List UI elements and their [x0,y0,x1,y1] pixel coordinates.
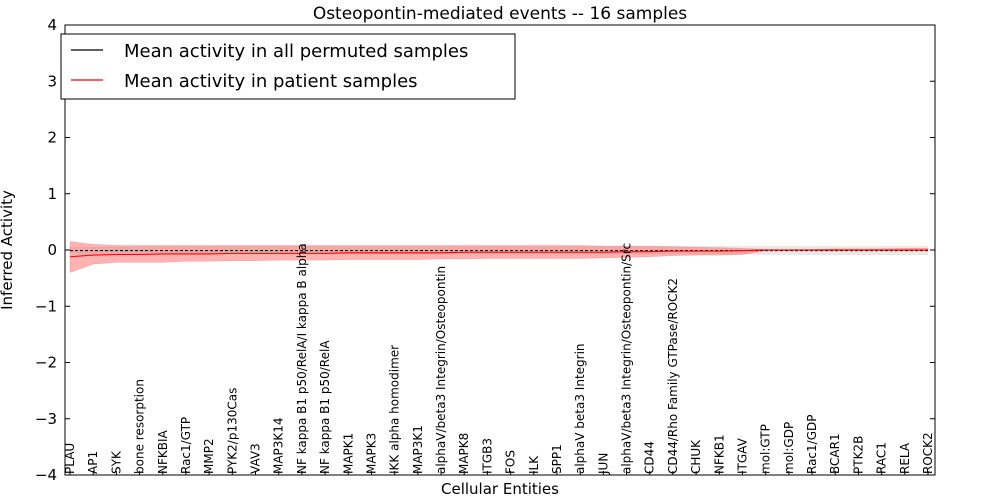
chart-title: Osteopontin-mediated events -- 16 sample… [313,4,687,24]
x-tick-label: IKK alpha homodimer [388,345,402,474]
x-tick-label: CD44/Rho Family GTPase/ROCK2 [666,278,680,474]
y-tick-label: 3 [47,72,57,90]
y-tick-label: −3 [35,410,57,428]
x-tick-label: BCAR1 [828,433,842,474]
y-tick-label: 1 [47,185,57,203]
x-tick-label: mol:GTP [759,424,773,474]
x-tick-label: JUN [596,453,610,475]
x-tick-label: alphaV/beta3 Integrin/Osteopontin/Src [620,243,634,474]
x-tick-label: MAPK3 [364,433,378,474]
legend-label-permuted: Mean activity in all permuted samples [124,41,468,62]
y-tick-label: 4 [47,16,57,34]
x-tick-label: Rac1/GDP [805,415,819,474]
x-tick-label: SYK [109,450,123,474]
x-tick-label: ILK [527,455,541,474]
x-tick-label: mol:GDP [782,422,796,474]
y-axis-label: Inferred Activity [0,190,16,310]
x-tick-label: NF kappa B1 p50/RelA/I kappa B alpha [295,243,309,474]
y-tick-label: −2 [35,354,57,372]
x-tick-label: ITGAV [735,437,749,474]
legend: Mean activity in all permuted samples Me… [60,33,516,100]
x-tick-label: PTK2B [851,436,865,474]
x-tick-label: VAV3 [249,443,263,474]
x-tick-label: MMP2 [202,438,216,474]
y-tick-label: 2 [47,129,57,147]
y-tick-label: 0 [47,241,57,259]
legend-box [60,33,516,100]
x-tick-label: ITGB3 [480,438,494,474]
x-tick-label: MAPK1 [341,433,355,474]
series-lines [69,249,928,258]
x-tick-label: AP1 [86,451,100,474]
x-axis-category-labels: PLAU AP1 SYK bone resorption NFKBIA Rac1/GTP M… [63,243,935,475]
x-tick-label: Rac1/GTP [179,417,193,474]
line-patient [69,249,928,258]
y-tick-label: −1 [35,297,57,315]
y-axis: −4 −3 −2 −1 0 1 2 3 4 [35,16,935,484]
x-tick-label: ROCK2 [921,432,935,474]
x-axis-label: Cellular Entities [441,480,559,498]
x-tick-label: PYK2/p130Cas [225,388,239,474]
x-tick-label: PLAU [63,443,77,474]
confidence-bands [69,241,929,273]
x-tick-label: FOS [504,450,518,474]
y-tick-label: −4 [35,466,57,484]
x-tick-label: alphaV beta3 Integrin [573,343,587,474]
x-tick-label: RAC1 [875,442,889,474]
x-tick-label: SPP1 [550,444,564,474]
x-tick-label: CD44 [643,441,657,474]
x-tick-label: CHUK [689,439,703,474]
x-tick-label: alphaV/beta3 Integrin/Osteopontin [434,266,448,474]
x-tick-label: bone resorption [133,379,147,474]
x-tick-label: NFKB1 [712,434,726,474]
x-tick-label: MAP3K1 [411,425,425,474]
x-tick-label: NF kappa B1 p50/RelA [318,340,332,474]
legend-label-patient: Mean activity in patient samples [124,71,418,92]
x-tick-label: MAPK8 [457,433,471,474]
x-tick-label: NFKBIA [156,429,170,474]
x-tick-label: RELA [898,442,912,474]
x-tick-label: MAP3K14 [272,417,286,474]
